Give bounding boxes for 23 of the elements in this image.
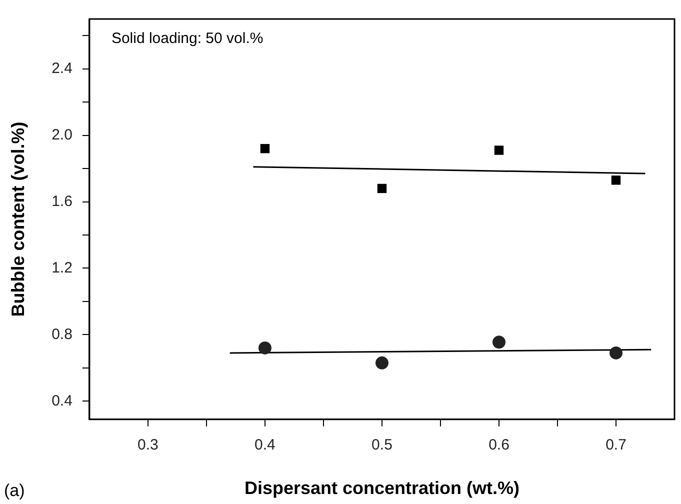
x-tick-label: 0.5 [372, 436, 392, 454]
y-tick-label: 1.6 [52, 192, 72, 210]
y-tick-label: 2.0 [52, 126, 72, 144]
point [492, 336, 506, 349]
point [609, 346, 622, 360]
y-tick-label: 2.4 [52, 60, 72, 77]
point [375, 356, 388, 370]
x-tick-label: 0.7 [606, 436, 626, 454]
point [258, 341, 272, 354]
point [611, 176, 621, 185]
y-tick-label: 1.2 [52, 259, 72, 276]
annotation: Solid loading: 50 vol.% [111, 30, 264, 47]
y-axis-title: Bubble content (vol.%) [8, 122, 28, 317]
point [260, 144, 270, 154]
x-tick-label: 0.4 [254, 436, 276, 454]
x-axis-title: Dispersant concentration (wt.%) [244, 478, 520, 498]
x-tick-label: 0.3 [138, 436, 158, 454]
point [494, 146, 504, 155]
x-tick-label: 0.6 [488, 436, 510, 454]
y-tick-label: 0.8 [52, 326, 72, 343]
y-tick-label: 0.4 [52, 392, 72, 410]
text: (a) [4, 481, 25, 500]
point [377, 184, 387, 194]
